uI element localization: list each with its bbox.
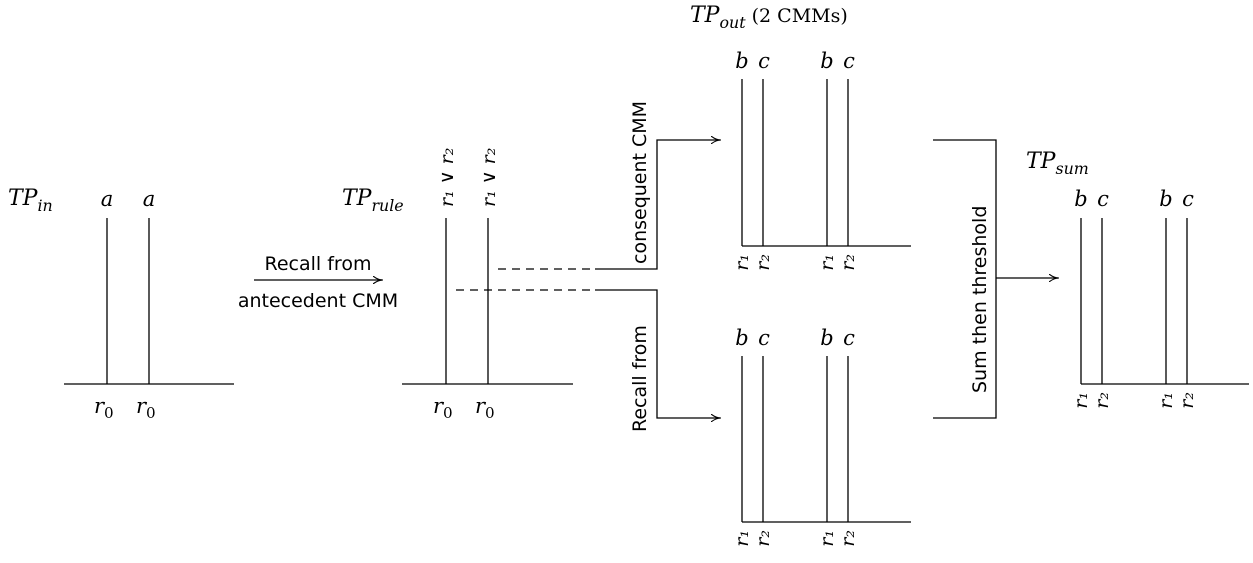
- tp-in-top-label-0: a: [101, 187, 114, 211]
- tp-out-lower-top-label-2: b: [820, 326, 833, 350]
- sum-threshold-label: Sum then threshold: [969, 206, 991, 393]
- tp-rule-title: TPrule: [342, 186, 404, 215]
- tp-rule-bottom-label-1-var: r: [475, 394, 487, 418]
- tp-sum-title-main: TP: [1026, 149, 1057, 174]
- recall-antecedent-arrow-group: Recall from antecedent CMM: [238, 253, 398, 312]
- recall-from-label: Recall from: [629, 325, 651, 432]
- tp-in-bottom-label-0: r0: [94, 394, 114, 422]
- tp-out-lower-top-label-1: c: [758, 326, 770, 350]
- tp-out-upper-top-label-2: b: [820, 49, 833, 73]
- tp-rule-bottom-label-1: r0: [475, 394, 495, 422]
- tp-in-bottom-label-0-sub: 0: [104, 404, 114, 422]
- tp-sum-top-label-0: b: [1074, 187, 1087, 211]
- tp-rule-group: TPrule r₁ ∨ r₂ r₁ ∨ r₂ r0 r0: [342, 148, 573, 422]
- sum-threshold-group: Sum then threshold: [933, 139, 1058, 419]
- tp-rule-title-main: TP: [342, 186, 373, 211]
- tp-out-lower-bottom-label-1: r₂: [752, 530, 774, 547]
- tp-rule-title-sub: rule: [371, 196, 403, 215]
- tp-rule-top-label-1: r₁ ∨ r₂: [478, 148, 500, 207]
- tp-out-upper-top-label-1: c: [758, 49, 770, 73]
- tp-in-bottom-label-1-sub: 0: [146, 404, 156, 422]
- tp-out-title: TPout (2 CMMs): [690, 3, 848, 32]
- tp-in-title-sub: in: [37, 196, 52, 215]
- tp-out-upper-top-label-3: c: [843, 49, 855, 73]
- tp-sum-bottom-label-2: r₁: [1155, 392, 1177, 409]
- tp-rule-bottom-label-0-var: r: [433, 394, 445, 418]
- lower-branch-line: [595, 289, 720, 418]
- tp-out-upper-bottom-label-0: r₁: [731, 254, 753, 271]
- tp-in-title: TPin: [8, 186, 53, 215]
- tp-sum-bottom-label-0: r₁: [1070, 392, 1092, 409]
- tp-out-title-sub: out: [719, 13, 746, 32]
- tp-out-lower-bottom-label-3: r₂: [837, 530, 859, 547]
- tp-out-lower-top-label-3: c: [843, 326, 855, 350]
- recall-antecedent-line-2: antecedent CMM: [238, 290, 398, 312]
- tp-in-top-label-1: a: [143, 187, 156, 211]
- branch-connectors: consequent CMM Recall from: [456, 101, 720, 432]
- tp-out-lower-cmm: b c b c r₁ r₂ r₁ r₂: [731, 326, 911, 547]
- tp-sum-title-sub: sum: [1055, 159, 1088, 178]
- consequent-cmm-label: consequent CMM: [629, 101, 651, 264]
- tp-in-title-main: TP: [8, 186, 39, 211]
- sum-threshold-bracket: [933, 139, 997, 419]
- tp-out-upper-cmm: b c b c r₁ r₂ r₁ r₂: [731, 49, 911, 271]
- tp-in-bottom-label-1: r0: [136, 394, 156, 422]
- tp-out-upper-top-label-0: b: [735, 49, 748, 73]
- tp-out-upper-bottom-label-2: r₁: [816, 254, 838, 271]
- tp-sum-title: TPsum: [1026, 149, 1089, 178]
- tp-out-lower-top-label-0: b: [735, 326, 748, 350]
- tp-sum-top-label-3: c: [1182, 187, 1194, 211]
- tp-sum-bottom-label-1: r₂: [1091, 392, 1113, 409]
- tp-sum-group: TPsum b c b c r₁ r₂ r₁ r₂: [1026, 149, 1249, 409]
- tp-in-group: TPin a a r0 r0: [8, 186, 234, 422]
- tp-sum-top-label-1: c: [1097, 187, 1109, 211]
- tp-rule-top-label-0: r₁ ∨ r₂: [436, 148, 458, 207]
- recall-antecedent-line-1: Recall from: [265, 253, 372, 275]
- tp-rule-bottom-label-0: r0: [433, 394, 453, 422]
- tp-out-upper-bottom-label-1: r₂: [752, 254, 774, 271]
- tp-out-lower-bottom-label-2: r₁: [816, 530, 838, 547]
- tp-out-title-suffix: (2 CMMs): [746, 5, 848, 27]
- tp-sum-bottom-label-3: r₂: [1176, 392, 1198, 409]
- tp-rule-bottom-label-0-sub: 0: [443, 404, 453, 422]
- upper-branch-line: [595, 140, 720, 270]
- tp-out-lower-bottom-label-0: r₁: [731, 530, 753, 547]
- tp-rule-bottom-label-1-sub: 0: [485, 404, 495, 422]
- tp-out-title-main: TP: [690, 3, 721, 28]
- tp-in-bottom-label-1-var: r: [136, 394, 148, 418]
- tp-sum-top-label-2: b: [1159, 187, 1172, 211]
- tp-in-bottom-label-0-var: r: [94, 394, 106, 418]
- tp-out-upper-bottom-label-3: r₂: [837, 254, 859, 271]
